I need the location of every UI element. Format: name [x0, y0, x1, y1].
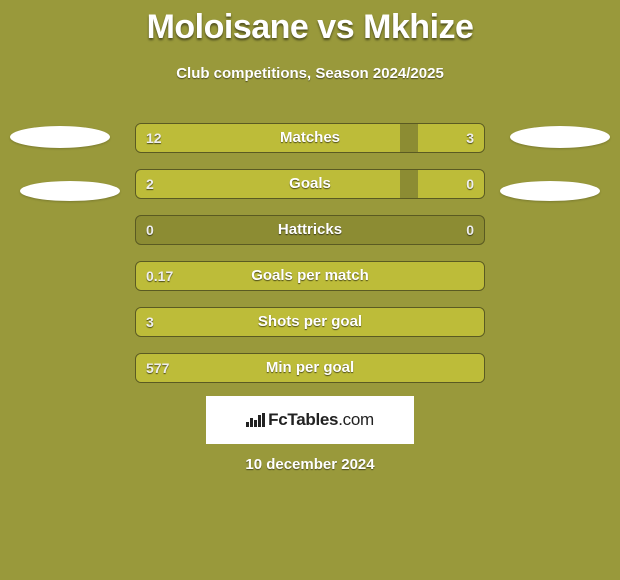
decor-ellipse — [510, 126, 610, 148]
stat-label: Min per goal — [136, 354, 484, 382]
stat-label: Matches — [136, 124, 484, 152]
brand-text: FcTables.com — [268, 410, 374, 430]
brand-box[interactable]: FcTables.com — [206, 396, 414, 444]
stat-row: 0.17Goals per match — [135, 261, 485, 291]
brand-domain: .com — [338, 410, 374, 429]
subtitle: Club competitions, Season 2024/2025 — [0, 65, 620, 82]
page-title: Moloisane vs Mkhize — [0, 0, 620, 47]
vs-text: vs — [317, 8, 354, 46]
stat-row: 00Hattricks — [135, 215, 485, 245]
stat-row: 20Goals — [135, 169, 485, 199]
player-left-name: Moloisane — [147, 8, 309, 46]
stat-label: Shots per goal — [136, 308, 484, 336]
stat-row: 3Shots per goal — [135, 307, 485, 337]
decor-ellipse — [20, 181, 120, 201]
stat-row: 123Matches — [135, 123, 485, 153]
date-text: 10 december 2024 — [0, 456, 620, 473]
decor-ellipse — [500, 181, 600, 201]
decor-ellipse — [10, 126, 110, 148]
stat-label: Goals per match — [136, 262, 484, 290]
stat-label: Goals — [136, 170, 484, 198]
brand-name: FcTables — [268, 410, 338, 429]
stat-row: 577Min per goal — [135, 353, 485, 383]
bars-icon — [246, 413, 264, 427]
stats-container: 123Matches 20Goals 00Hattricks 0.17Goals pe… — [135, 123, 485, 399]
stat-label: Hattricks — [136, 216, 484, 244]
player-right-name: Mkhize — [363, 8, 473, 46]
